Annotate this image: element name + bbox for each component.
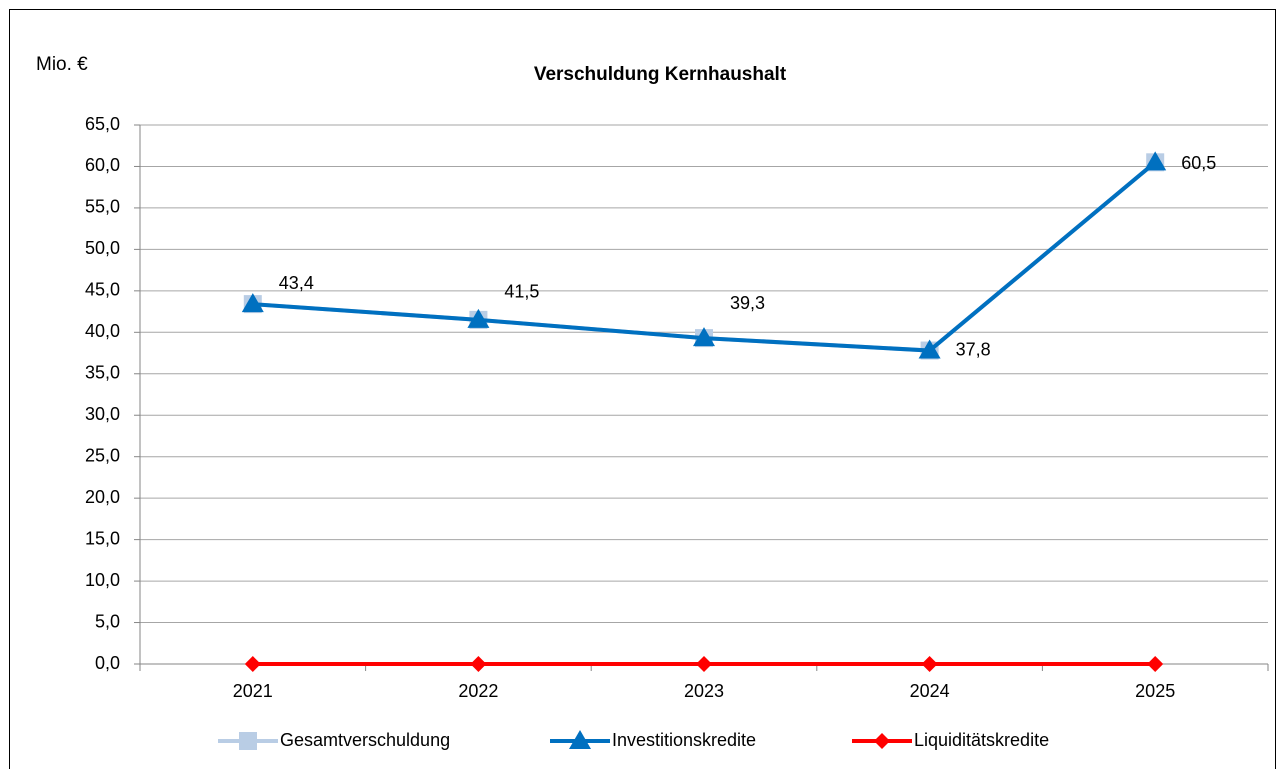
y-tick-label: 35,0 [85, 363, 120, 383]
y-tick-label: 15,0 [85, 528, 120, 548]
x-tick-label: 2025 [1135, 681, 1175, 701]
x-tick-label: 2022 [458, 681, 498, 701]
y-axis-label: Mio. € [36, 54, 88, 75]
legend-marker [239, 732, 257, 750]
legend-label: Gesamtverschuldung [280, 730, 450, 750]
series-line [252, 160, 1157, 353]
series-marker [470, 656, 487, 672]
x-tick-label: 2021 [233, 681, 273, 701]
y-tick-label: 55,0 [85, 197, 120, 217]
y-tick-label: 30,0 [85, 404, 120, 424]
data-label: 41,5 [504, 282, 539, 302]
y-tick-label: 65,0 [85, 114, 120, 134]
series-marker [921, 656, 938, 672]
y-tick-label: 60,0 [85, 155, 120, 175]
series-marker [241, 293, 264, 313]
series-line [252, 160, 1157, 353]
legend-marker [569, 730, 591, 749]
series-marker [696, 656, 712, 672]
y-tick-label: 0,0 [95, 653, 120, 673]
y-tick-label: 45,0 [85, 280, 120, 300]
y-tick-label: 5,0 [95, 611, 120, 631]
chart-title: Verschuldung Kernhaushalt [534, 64, 787, 85]
series-marker [693, 327, 715, 347]
y-tick-label: 50,0 [85, 238, 120, 258]
y-tick-label: 10,0 [85, 570, 120, 590]
y-tick-label: 25,0 [85, 445, 120, 465]
series-marker [244, 656, 261, 672]
x-tick-label: 2023 [684, 681, 724, 701]
series-marker [918, 339, 941, 359]
legend-label: Liquiditätskredite [914, 730, 1049, 750]
data-label: 39,3 [730, 293, 765, 313]
x-tick-label: 2024 [910, 681, 950, 701]
legend-label: Investitionskredite [612, 730, 756, 750]
data-label: 37,8 [956, 339, 991, 359]
series-marker [467, 308, 490, 328]
chart-border [9, 9, 1276, 769]
y-tick-label: 40,0 [85, 321, 120, 341]
data-label: 43,4 [279, 273, 314, 293]
legend-marker [874, 733, 890, 749]
series-marker [1144, 151, 1167, 171]
data-label: 60,5 [1181, 153, 1216, 173]
series-marker [1147, 656, 1164, 672]
y-tick-label: 20,0 [85, 487, 120, 507]
